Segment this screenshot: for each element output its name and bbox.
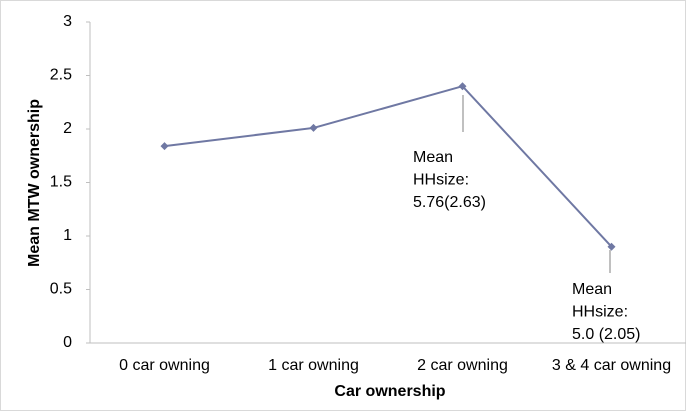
y-tick-label: 1 (63, 227, 72, 244)
annotation-text: HHsize: (413, 172, 469, 189)
x-axis-title: Car ownership (334, 383, 445, 400)
annotation-text: 5.76(2.63) (413, 194, 486, 211)
annotation-text: Mean (413, 149, 453, 166)
x-tick-label: 0 car owning (119, 357, 210, 374)
y-axis-title: Mean MTW ownership (26, 99, 43, 267)
y-tick-label: 0.5 (50, 281, 72, 298)
annotation-text: 5.0 (2.05) (572, 326, 640, 343)
data-marker (160, 142, 169, 151)
annotation-text: Mean (572, 281, 612, 298)
y-tick-label: 2.5 (50, 67, 72, 84)
annotation-text: HHsize: (572, 304, 628, 321)
data-marker (458, 82, 467, 91)
y-tick-label: 2 (63, 120, 72, 137)
x-tick-label: 2 car owning (417, 357, 508, 374)
y-tick-label: 1.5 (50, 174, 72, 191)
y-tick-label: 0 (63, 334, 72, 351)
x-tick-label: 1 car owning (268, 357, 359, 374)
data-marker (309, 123, 318, 132)
y-tick-label: 3 (63, 13, 72, 30)
x-tick-label: 3 & 4 car owning (552, 357, 671, 374)
data-line (164, 85, 613, 248)
data-marker (607, 242, 616, 251)
